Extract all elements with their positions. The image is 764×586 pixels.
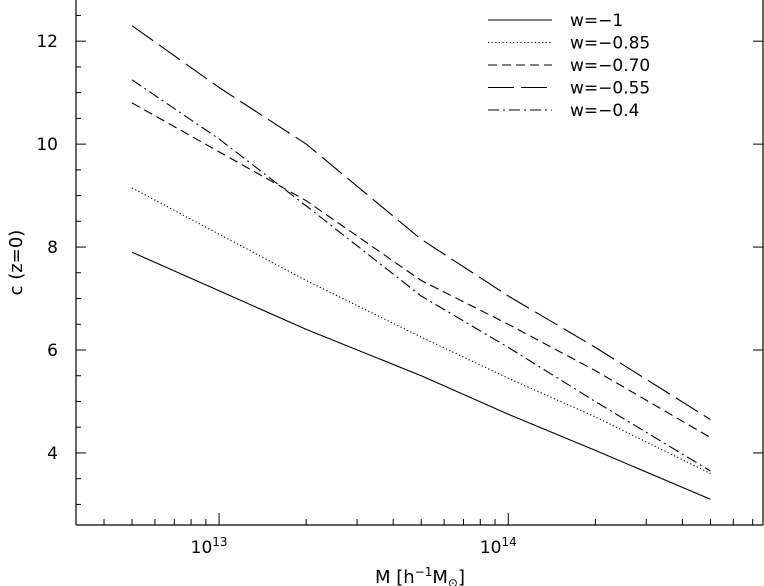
legend: w=−1 w=−0.85w=−0.70 w=−0.55w=−0.4 bbox=[488, 11, 650, 121]
y-tick-label: 8 bbox=[47, 238, 58, 258]
series-line-5 bbox=[131, 79, 711, 472]
legend-label-2: w=−0.85 bbox=[570, 34, 650, 54]
series-line-1 bbox=[131, 251, 711, 500]
legend-label-1: w=−1 bbox=[570, 11, 623, 31]
series-line-2 bbox=[131, 187, 711, 474]
axis-labels: c (z=0) M [h−1M⊙] bbox=[6, 230, 465, 586]
y-tick-label: 4 bbox=[47, 444, 58, 464]
legend-label-3: w=−0.70 bbox=[570, 56, 650, 76]
y-axis-title: c (z=0) bbox=[6, 230, 27, 296]
y-tick-label: 6 bbox=[47, 341, 58, 361]
x-axis-title: M [h−1M⊙] bbox=[375, 565, 465, 586]
series-layer bbox=[131, 25, 711, 500]
y-tick-label: 10 bbox=[36, 135, 58, 155]
x-tick-label: 1014 bbox=[480, 535, 517, 558]
y-tick-label: 12 bbox=[36, 32, 58, 52]
legend-label-4: w=−0.55 bbox=[570, 79, 650, 99]
series-line-4 bbox=[131, 25, 711, 420]
legend-label-5: w=−0.4 bbox=[570, 101, 639, 121]
series-line-3 bbox=[131, 102, 711, 438]
x-tick-label: 1013 bbox=[191, 535, 228, 558]
